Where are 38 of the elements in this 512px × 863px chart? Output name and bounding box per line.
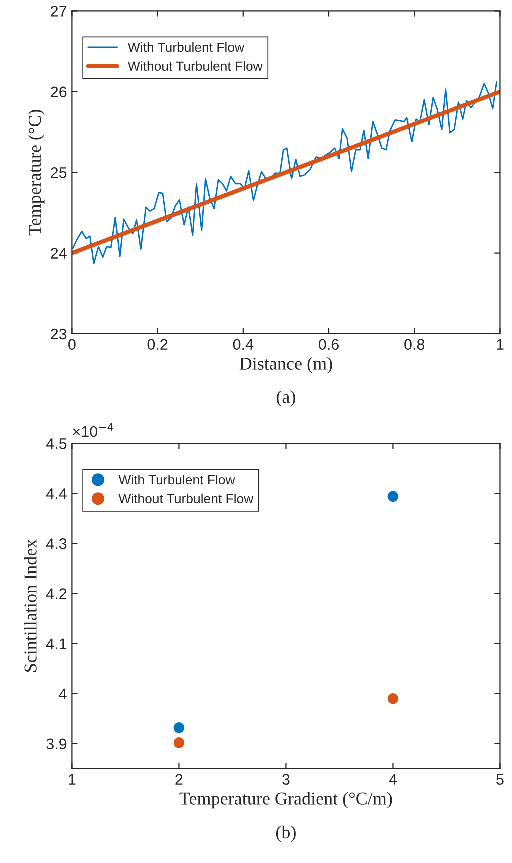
y-tick-label: 4.5: [46, 438, 67, 450]
legend-label: With Turbulent Flow: [128, 42, 245, 52]
x-tick-label: 0.4: [233, 339, 254, 350]
legend-label: Without Turbulent Flow: [128, 61, 263, 72]
y-tick-label: 4: [59, 688, 67, 700]
y-axis-title: Temperature (°C): [28, 110, 45, 236]
y-tick-label: 3.9: [46, 738, 67, 750]
y-tick-label: 4.3: [46, 538, 67, 550]
x-tick-label: 2: [176, 774, 183, 785]
point: [388, 491, 399, 502]
point: [174, 722, 185, 734]
legend-label: With Turbulent Flow: [118, 474, 236, 485]
y-tick-label: 24: [51, 248, 67, 259]
x-tick-label: 5: [496, 774, 504, 786]
text: ×10$^{−4}$: [73, 423, 114, 438]
y-tick-label: 27: [51, 6, 67, 17]
x-tick-label: 0.8: [404, 339, 425, 350]
text: (a): [276, 390, 296, 407]
y-axis-title: Scintillation Index: [24, 540, 37, 672]
x-tick-label: 4: [389, 774, 398, 785]
x-tick-label: 0.2: [148, 339, 168, 350]
y-tick-label: 26: [51, 86, 67, 98]
x-tick-label: 0: [68, 339, 76, 350]
text: (b): [276, 826, 296, 842]
y-tick-label: 23: [51, 328, 67, 340]
x-tick-label: 0.6: [318, 339, 339, 350]
x-axis-title: Distance (m): [240, 357, 332, 374]
legend-label: Without Turbulent Flow: [118, 494, 254, 504]
x-tick-label: 3: [282, 774, 290, 786]
x-axis-title: Temperature Gradient (°C/m): [180, 792, 392, 809]
y-tick-label: 25: [51, 167, 67, 178]
x-tick-label: 1: [497, 339, 504, 350]
y-tick-label: 4.4: [46, 488, 67, 500]
y-tick-label: 4.2: [46, 588, 67, 600]
x-tick-label: 1: [69, 774, 76, 785]
point: [174, 738, 185, 748]
point: [388, 693, 399, 704]
y-tick-label: 4.1: [46, 638, 67, 650]
